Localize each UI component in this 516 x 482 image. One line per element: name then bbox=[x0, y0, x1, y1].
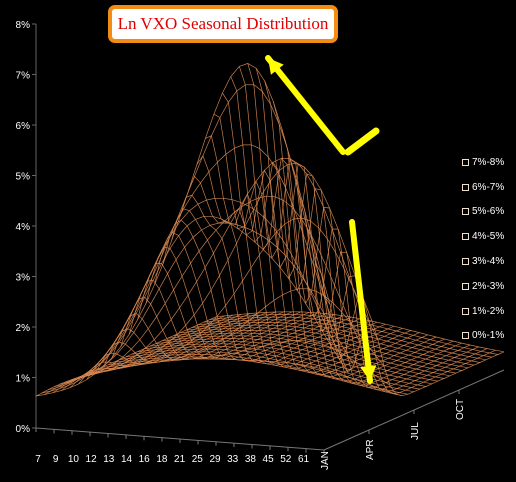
legend-item: 6%-7% bbox=[462, 175, 504, 200]
z-tick-label: 0% bbox=[16, 424, 31, 435]
legend-item: 0%-1% bbox=[462, 324, 504, 349]
month-tick-label: JUL bbox=[410, 422, 421, 440]
x-tick-label: 13 bbox=[103, 454, 115, 465]
surface-line bbox=[272, 101, 454, 384]
legend-swatch bbox=[462, 208, 469, 216]
surface-line bbox=[137, 263, 318, 360]
month-tick-label: OCT bbox=[455, 399, 466, 420]
annotation-arrow-head bbox=[360, 365, 377, 381]
legend-swatch bbox=[462, 307, 469, 315]
axes: 0% 1% 2% 3% 4% 5% 6% 7% 8% 7 9 10 12 13 14 16 18 21 25 29 33… bbox=[16, 20, 505, 470]
legend-label: 5%-6% bbox=[472, 206, 505, 218]
legend-label: 7%-8% bbox=[472, 156, 505, 168]
surface-line bbox=[205, 135, 386, 368]
legend-label: 2%-3% bbox=[472, 280, 505, 292]
surface-line bbox=[35, 316, 217, 397]
x-tick-label: 16 bbox=[139, 454, 151, 465]
z-tick-label: 4% bbox=[16, 222, 31, 233]
x-tick-label: 33 bbox=[227, 454, 239, 465]
x-tick-label: 18 bbox=[156, 454, 168, 465]
surface-line bbox=[94, 311, 276, 374]
z-tick-label: 1% bbox=[16, 374, 31, 385]
x-tick-label: 14 bbox=[121, 454, 133, 465]
x-tick-label: 7 bbox=[35, 454, 41, 465]
legend-item: 5%-6% bbox=[462, 200, 504, 225]
surface-line bbox=[86, 312, 267, 380]
legend-swatch bbox=[462, 332, 469, 340]
annotation-arrow-head bbox=[268, 58, 284, 75]
surface-line bbox=[120, 296, 301, 360]
legend-label: 1%-2% bbox=[472, 305, 505, 317]
z-tick-label: 7% bbox=[16, 71, 31, 82]
surface-line bbox=[179, 194, 361, 363]
surface-line bbox=[145, 246, 327, 360]
z-tick-label: 2% bbox=[16, 323, 31, 334]
legend-label: 3%-4% bbox=[472, 256, 505, 268]
legend-swatch bbox=[462, 258, 469, 266]
legend-item: 7%-8% bbox=[462, 150, 504, 175]
surface-line bbox=[196, 154, 378, 366]
surface-line bbox=[154, 231, 335, 360]
x-tick-label: 10 bbox=[68, 454, 80, 465]
legend-label: 0%-1% bbox=[472, 330, 505, 342]
chart-title-box: Ln VXO Seasonal Distribution bbox=[108, 5, 338, 43]
surface-line bbox=[323, 295, 505, 397]
z-tick-label: 5% bbox=[16, 172, 31, 183]
legend-swatch bbox=[462, 183, 469, 191]
annotation-arrow-shaft bbox=[349, 219, 373, 384]
chart-title: Ln VXO Seasonal Distribution bbox=[117, 14, 329, 33]
legend-item: 4%-5% bbox=[462, 224, 504, 249]
z-tick-label: 6% bbox=[16, 121, 31, 132]
z-tick-label: 3% bbox=[16, 273, 31, 284]
annotation-arrow-shaft bbox=[265, 55, 346, 155]
x-tick-label: 61 bbox=[298, 454, 310, 465]
surface-mesh bbox=[35, 63, 505, 397]
legend-label: 6%-7% bbox=[472, 181, 505, 193]
x-tick-label: 12 bbox=[86, 454, 98, 465]
x-tick-label: 29 bbox=[209, 454, 221, 465]
surface-line bbox=[289, 158, 471, 388]
surface-line bbox=[298, 192, 479, 391]
surface-line bbox=[171, 208, 352, 362]
x-tick-label: 9 bbox=[53, 454, 59, 465]
x-tick-label: 38 bbox=[245, 454, 257, 465]
legend-item: 2%-3% bbox=[462, 274, 504, 299]
legend-swatch bbox=[462, 233, 469, 241]
surface-line bbox=[264, 81, 445, 382]
surface-line bbox=[188, 175, 369, 365]
x-tick-label: 45 bbox=[263, 454, 275, 465]
legend-item: 3%-4% bbox=[462, 249, 504, 274]
month-tick-label: APR bbox=[365, 439, 376, 460]
legend-swatch bbox=[462, 282, 469, 290]
legend-swatch bbox=[462, 158, 469, 166]
legend: 7%-8% 6%-7% 5%-6% 4%-5% 3%-4% 2%-3% 1%-2… bbox=[462, 150, 504, 348]
x-tick-label: JAN bbox=[320, 451, 331, 470]
surface-line bbox=[103, 311, 284, 367]
surface-line bbox=[315, 262, 496, 395]
surface-line bbox=[78, 312, 259, 385]
z-tick-label: 8% bbox=[16, 20, 31, 31]
x-tick-label: 21 bbox=[174, 454, 186, 465]
surface-line bbox=[111, 311, 293, 361]
annotation-arrows bbox=[265, 55, 380, 384]
x-tick-label: 25 bbox=[192, 454, 204, 465]
surface-line bbox=[162, 219, 344, 361]
legend-label: 4%-5% bbox=[472, 231, 505, 243]
annotation-arrow-tail bbox=[344, 127, 380, 156]
x-tick-label: 52 bbox=[280, 454, 292, 465]
legend-item: 1%-2% bbox=[462, 299, 504, 324]
surface-line bbox=[52, 314, 234, 393]
